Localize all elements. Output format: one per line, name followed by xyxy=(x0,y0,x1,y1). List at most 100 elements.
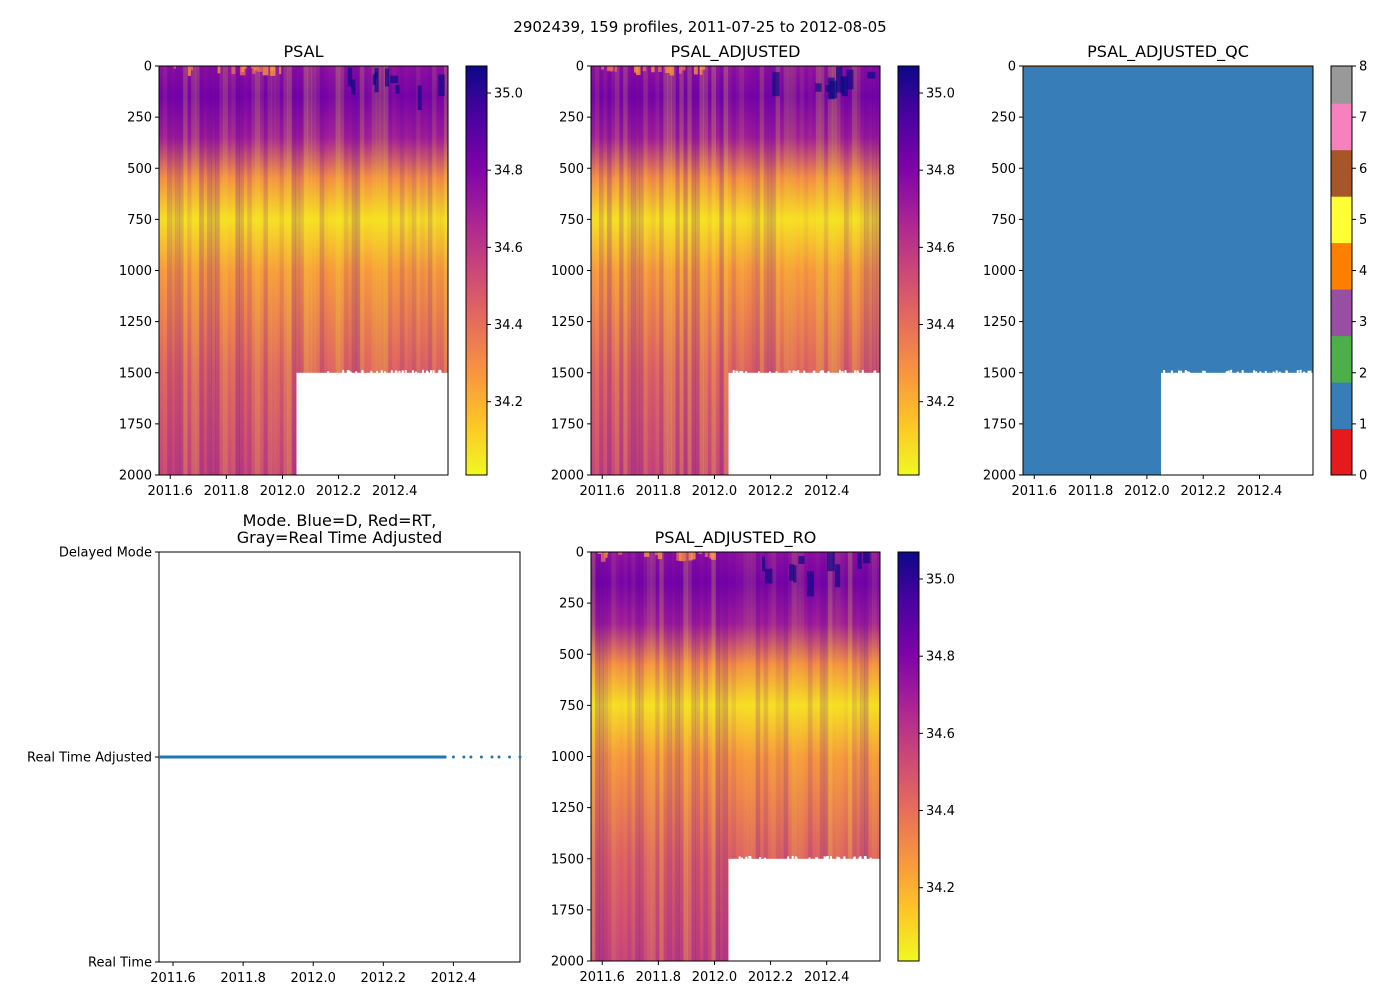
surface-patch xyxy=(188,66,194,71)
profile-streak xyxy=(315,66,321,475)
no-data-edge xyxy=(858,857,861,861)
profile-streak xyxy=(787,66,793,475)
profile-streak xyxy=(595,552,600,961)
panel-title: PSAL_ADJUSTED_RO xyxy=(655,528,817,548)
ytick-label: 250 xyxy=(559,597,584,612)
profile-streak xyxy=(751,66,757,475)
xtick-label: 2012.2 xyxy=(748,484,794,499)
profile-streak xyxy=(227,66,232,475)
profile-streak xyxy=(399,66,405,475)
ytick-label: 0 xyxy=(576,60,584,75)
profile-streak xyxy=(691,66,696,475)
colorbar-tick-label: 34.2 xyxy=(926,881,955,896)
profile-streak xyxy=(251,66,256,475)
profile-streak xyxy=(755,552,761,961)
surface-patch xyxy=(610,66,614,72)
profile-streak xyxy=(679,552,684,961)
profile-streak xyxy=(247,66,252,475)
no-data-edge xyxy=(1303,371,1306,375)
ytick-label: 500 xyxy=(559,162,584,177)
profile-streak xyxy=(303,66,309,475)
no-data-edge xyxy=(1285,371,1288,375)
no-data-edge xyxy=(438,370,441,374)
profile-streak xyxy=(351,66,357,475)
profile-streak xyxy=(167,66,172,475)
xtick-label: 2012.2 xyxy=(316,484,362,499)
saline-patch xyxy=(836,66,843,93)
profile-streak xyxy=(683,552,688,961)
profile-streak xyxy=(591,552,596,961)
surface-patch xyxy=(683,552,687,561)
xtick-label: 2011.8 xyxy=(636,970,682,985)
mode-series-point xyxy=(469,755,473,759)
profile-streak xyxy=(639,66,644,475)
surface-patch xyxy=(699,66,706,70)
profile-streak xyxy=(659,552,664,961)
profile-streak xyxy=(175,66,180,475)
profile-streak xyxy=(783,552,789,961)
xtick-label: 2011.8 xyxy=(1068,484,1114,499)
profile-streak xyxy=(667,552,672,961)
xtick-label: 2012.2 xyxy=(748,970,794,985)
profile-streak xyxy=(667,66,672,475)
surface-patch xyxy=(698,552,703,554)
panel-psal_adjusted_qc: PSAL_ADJUSTED_QC025050075010001250150017… xyxy=(983,42,1367,499)
profile-streak xyxy=(335,66,341,475)
no-data-edge xyxy=(859,856,862,860)
saline-patch xyxy=(867,71,876,79)
ytick-label: 1000 xyxy=(119,264,152,279)
profile-streak xyxy=(687,66,692,475)
profile-streak xyxy=(839,552,845,961)
profile-streak xyxy=(855,66,861,475)
no-data-edge xyxy=(869,857,872,861)
ytick-label: 750 xyxy=(559,213,584,228)
profile-streak xyxy=(631,66,636,475)
profile-streak xyxy=(623,552,628,961)
saline-patch xyxy=(765,568,773,584)
profile-streak xyxy=(739,66,745,475)
profile-streak xyxy=(803,66,809,475)
profile-streak xyxy=(635,66,640,475)
ytick-label: 1250 xyxy=(551,801,584,816)
ytick-label: 750 xyxy=(127,213,152,228)
profile-streak xyxy=(683,66,688,475)
profile-streak xyxy=(259,66,264,475)
xtick-label: 2011.8 xyxy=(220,971,266,986)
profile-streak xyxy=(863,66,869,475)
no-data-edge xyxy=(1259,371,1262,375)
no-data-edge xyxy=(1241,370,1244,374)
ytick-label: 1750 xyxy=(551,903,584,918)
no-data-edge xyxy=(1230,369,1233,373)
no-data-edge xyxy=(823,856,826,860)
xtick-label: 2012.4 xyxy=(804,970,850,985)
surface-patch xyxy=(688,552,693,561)
profile-streak xyxy=(679,66,684,475)
xtick-label: 2012.4 xyxy=(431,971,477,986)
profile-streak xyxy=(387,66,393,475)
profile-streak xyxy=(319,66,325,475)
profile-streak xyxy=(275,66,280,475)
profile-streak xyxy=(611,66,616,475)
profile-streak xyxy=(639,552,644,961)
profile-streak xyxy=(819,552,825,961)
no-data-edge xyxy=(1296,370,1299,374)
profile-streak xyxy=(267,66,272,475)
no-data-edge xyxy=(788,370,791,374)
profile-streak xyxy=(339,66,345,475)
profile-streak xyxy=(707,552,712,961)
no-data-region xyxy=(296,372,448,476)
saline-patch xyxy=(347,67,353,87)
no-data-edge xyxy=(415,371,418,375)
saline-patch xyxy=(862,552,871,564)
profile-streak xyxy=(631,552,636,961)
ytick-label: 1500 xyxy=(983,366,1016,381)
profile-streak xyxy=(287,66,292,475)
surface-patch xyxy=(704,552,709,557)
mode-series-point xyxy=(497,755,501,759)
panel-psal_adjusted_ro: PSAL_ADJUSTED_RO 0 250 500 750 1000 1250 1500 17… xyxy=(551,528,955,985)
no-data-edge xyxy=(401,370,404,374)
no-data-edge xyxy=(395,370,398,374)
colorbar-tick-label: 0 xyxy=(1359,469,1367,484)
no-data-region xyxy=(728,372,880,476)
ytick-label: 1250 xyxy=(119,315,152,330)
